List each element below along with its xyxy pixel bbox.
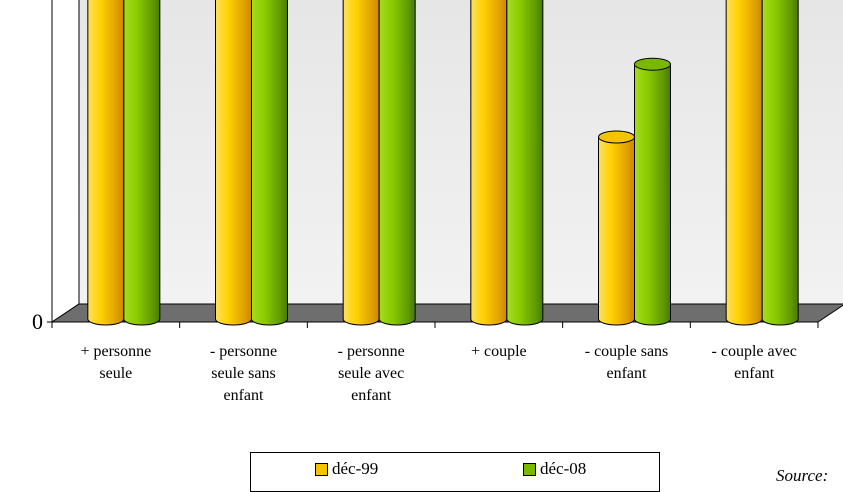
bar-1-1 — [87, 0, 125, 326]
bar-2-2 — [251, 0, 288, 326]
bar-body — [470, 0, 508, 326]
bar-1-3 — [342, 0, 380, 326]
legend: déc-99 déc-08 — [250, 452, 660, 492]
legend-item-series-1: déc-99 — [315, 459, 378, 479]
bar-2-4 — [506, 0, 544, 326]
bar-body — [215, 0, 252, 326]
bar-body — [725, 0, 763, 326]
x-tick-label: - couple sans enfant — [585, 343, 669, 382]
bars — [87, 0, 799, 326]
legend-label-series-2: déc-08 — [540, 459, 587, 478]
bar-1-2 — [215, 0, 252, 326]
source-label: Source: — [776, 466, 829, 485]
bar-top — [598, 130, 635, 144]
side-wall — [51, 0, 80, 323]
bar-body — [598, 136, 635, 326]
y-tick-label: 0 — [32, 309, 43, 334]
bar-body — [378, 0, 416, 326]
legend-swatch-series-1 — [315, 462, 328, 476]
x-tick-label: + personne seule — [80, 343, 151, 382]
floor — [50, 303, 843, 323]
back-wall-panel — [78, 0, 843, 305]
bar-body — [251, 0, 288, 326]
bar-2-1 — [123, 0, 161, 326]
bar-2-5 — [634, 57, 671, 326]
legend-swatch-series-2 — [523, 462, 536, 476]
bar-2-3 — [378, 0, 416, 326]
bar-1-4 — [470, 0, 508, 326]
x-tick-label: - personne seule avec enfant — [338, 343, 405, 404]
bar-1-6 — [725, 0, 763, 326]
bar-body — [87, 0, 125, 326]
x-tick-label: - couple avec enfant — [712, 343, 797, 382]
bar-top — [634, 57, 671, 71]
bar-body — [634, 63, 671, 326]
bar-1-5 — [598, 130, 635, 326]
bar-body — [123, 0, 161, 326]
bar-body — [342, 0, 380, 326]
bar-body — [761, 0, 799, 326]
legend-item-series-2: déc-08 — [523, 459, 586, 479]
floor-plane — [50, 303, 843, 323]
bar-body — [506, 0, 544, 326]
bar-2-6 — [761, 0, 799, 326]
x-tick-label: + couple — [471, 343, 527, 360]
legend-label-series-1: déc-99 — [332, 459, 379, 478]
back-wall — [51, 0, 843, 323]
x-tick-label: - personne seule sans enfant — [210, 343, 277, 404]
